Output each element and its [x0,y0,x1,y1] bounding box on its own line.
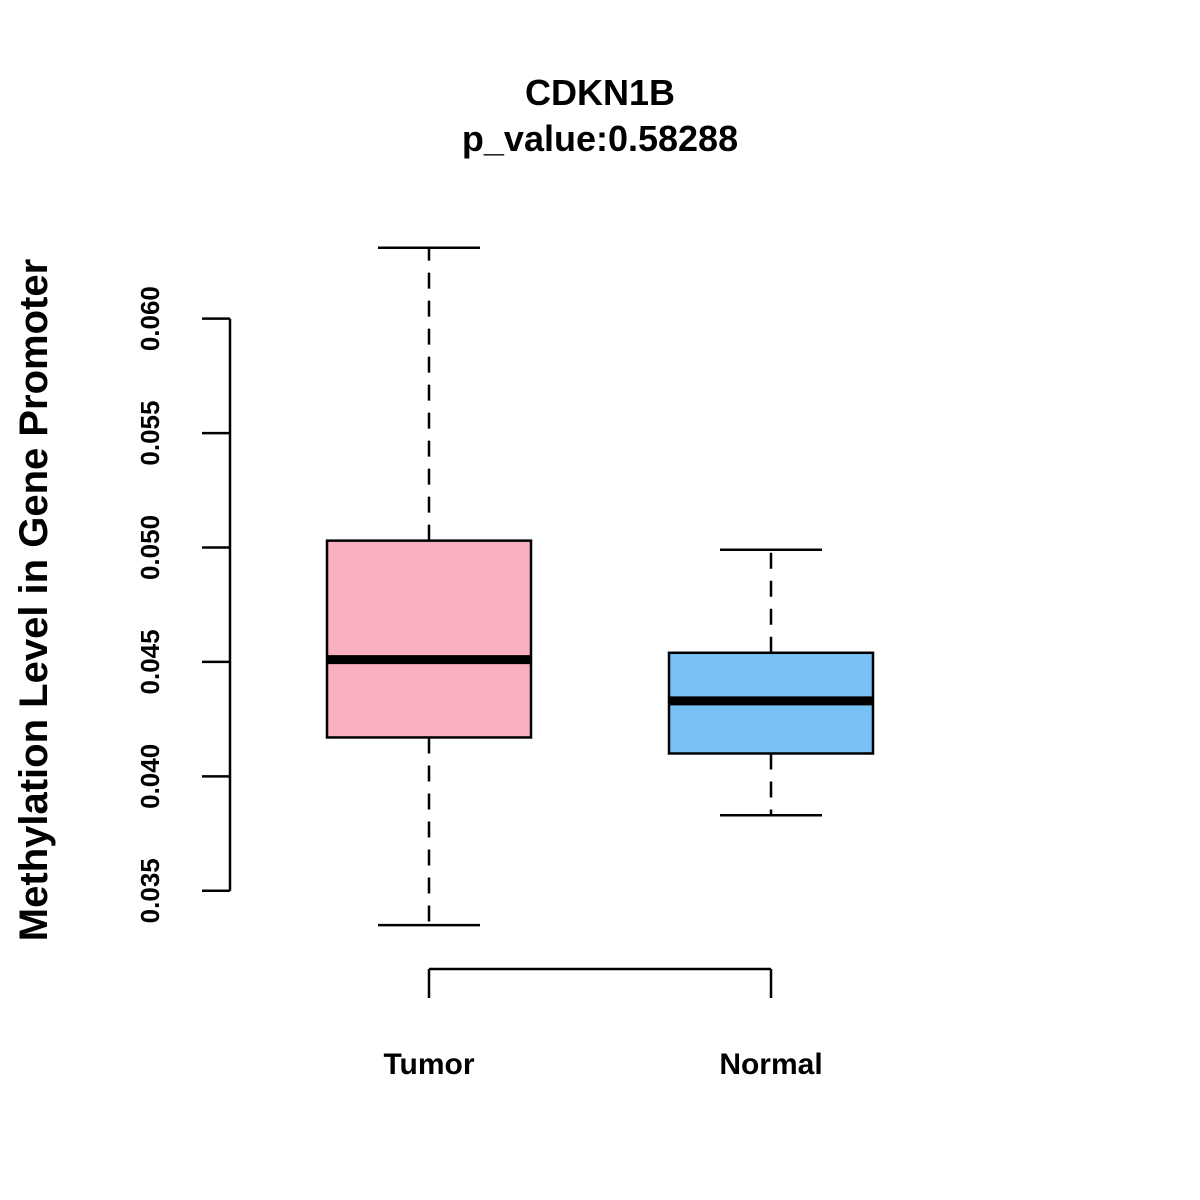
x-tick-label-normal: Normal [719,1048,822,1081]
chart-subtitle: p_value:0.58288 [462,118,738,159]
y-tick-label: 0.060 [135,286,165,351]
y-axis: 0.035 0.040 0.045 0.050 0.055 0.060 [135,286,232,923]
x-axis: Tumor Normal [383,967,823,1081]
y-tick-label: 0.035 [135,858,165,923]
y-axis-label: Methylation Level in Gene Promoter [12,259,56,941]
y-tick-label: 0.055 [135,401,165,466]
y-tick-label: 0.050 [135,515,165,580]
iqr-box [325,539,533,739]
box-normal [667,548,875,817]
boxes-group [325,246,875,927]
y-tick-label: 0.040 [135,744,165,809]
y-tick-label: 0.045 [135,629,165,694]
chart-title: CDKN1B [525,72,675,113]
box-tumor [325,246,533,927]
x-tick-label-tumor: Tumor [383,1048,474,1081]
